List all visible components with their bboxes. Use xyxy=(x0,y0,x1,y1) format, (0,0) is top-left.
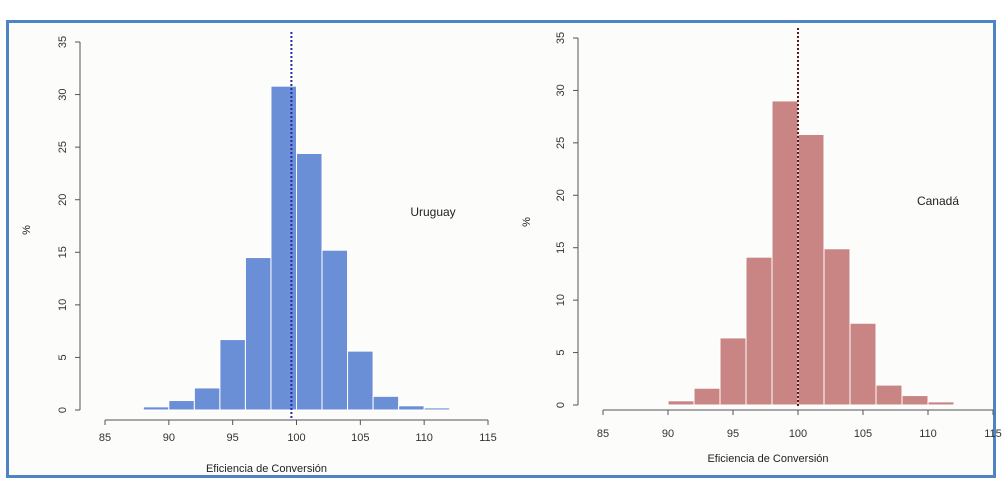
histogram-bar xyxy=(347,350,374,411)
x-tick-label: 95 xyxy=(227,432,239,444)
x-tick-label: 115 xyxy=(984,428,1002,440)
y-tick-label: 10 xyxy=(57,299,69,311)
x-tick-label: 110 xyxy=(919,428,937,440)
y-tick-label: 25 xyxy=(555,137,567,149)
x-tick-label: 90 xyxy=(662,428,674,440)
histogram-bar xyxy=(244,257,272,411)
histogram-bar xyxy=(719,337,747,406)
histogram-bar xyxy=(771,100,799,406)
histogram-bar xyxy=(296,152,323,411)
panel-annotation: Uruguay xyxy=(410,205,455,219)
y-axis-label: % xyxy=(21,225,33,235)
y-tick-label: 5 xyxy=(57,354,69,360)
x-tick-label: 85 xyxy=(99,432,111,444)
histogram-bar xyxy=(641,403,669,406)
x-tick-label: 115 xyxy=(479,432,497,444)
y-axis-label: % xyxy=(521,217,533,227)
histogram-bar xyxy=(849,322,877,406)
x-tick-label: 85 xyxy=(597,428,609,440)
y-tick-label: 5 xyxy=(555,350,567,356)
histogram-bar xyxy=(321,249,349,411)
y-tick-label: 15 xyxy=(57,246,69,258)
y-tick-label: 10 xyxy=(555,294,567,306)
histogram-bar xyxy=(270,85,298,411)
x-axis-label: Eficiencia de Conversión xyxy=(206,463,327,475)
x-tick-label: 90 xyxy=(163,432,175,444)
histogram-bar xyxy=(219,339,246,411)
histogram-bar xyxy=(193,387,221,411)
y-tick-label: 30 xyxy=(57,88,69,100)
x-axis-label: Eficiencia de Conversión xyxy=(707,453,828,465)
histogram-bar xyxy=(142,406,170,411)
y-tick-label: 20 xyxy=(555,189,567,201)
y-tick-label: 35 xyxy=(57,36,69,48)
histogram-bar xyxy=(372,395,400,411)
histogram-bar xyxy=(797,133,825,406)
y-tick-label: 25 xyxy=(57,141,69,153)
histogram-bar xyxy=(745,256,773,406)
histogram-bar xyxy=(168,400,195,411)
x-tick-label: 100 xyxy=(287,432,305,444)
histogram-bar xyxy=(875,384,903,406)
y-tick-label: 15 xyxy=(555,242,567,254)
histogram-bar xyxy=(823,248,851,406)
histogram-bar xyxy=(423,407,451,411)
y-tick-label: 30 xyxy=(555,84,567,96)
y-tick-label: 0 xyxy=(57,407,69,413)
histogram-bar xyxy=(667,400,695,406)
x-tick-label: 100 xyxy=(789,428,807,440)
y-tick-label: 0 xyxy=(555,402,567,408)
x-tick-label: 105 xyxy=(854,428,872,440)
x-tick-label: 95 xyxy=(727,428,739,440)
histogram-bar xyxy=(901,395,929,406)
histogram-bar xyxy=(398,405,425,411)
panel-annotation: Canadá xyxy=(917,194,959,208)
x-tick-label: 110 xyxy=(415,432,433,444)
x-tick-label: 105 xyxy=(351,432,369,444)
y-tick-label: 20 xyxy=(57,194,69,206)
histogram-bar xyxy=(927,401,955,406)
y-tick-label: 35 xyxy=(555,32,567,44)
histogram-bar xyxy=(693,387,721,406)
